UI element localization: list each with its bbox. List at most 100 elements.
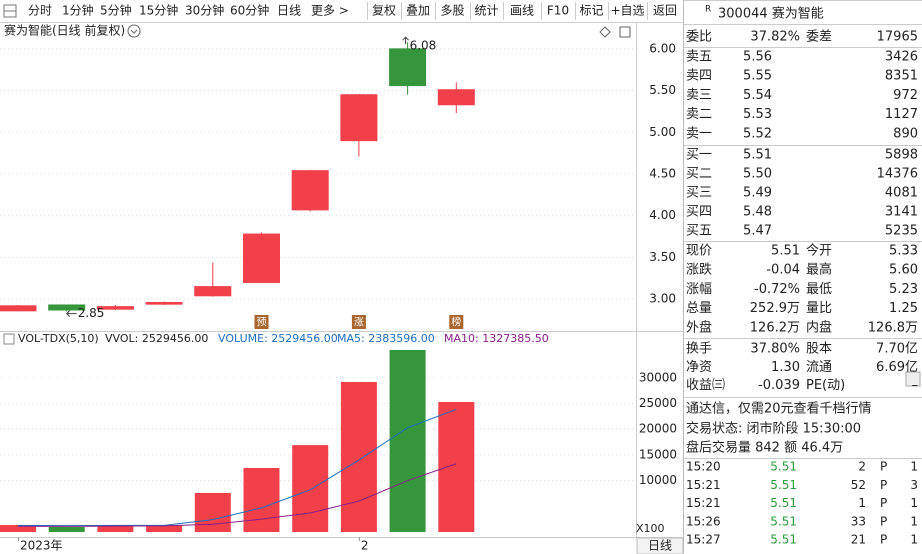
- trade-status: 交易状态: 闭市阶段 15:30:00: [686, 421, 861, 437]
- indicator-icon[interactable]: [3, 333, 15, 345]
- book-price: 5.51: [743, 148, 772, 163]
- quote-value: 5.51: [771, 244, 800, 259]
- title-dropdown[interactable]: [127, 24, 141, 38]
- candle-body: [437, 89, 475, 106]
- quote-label: 内盘: [806, 319, 832, 335]
- candle-body: [194, 286, 232, 297]
- book-price: 5.56: [743, 50, 772, 65]
- period-button[interactable]: 日线: [648, 539, 672, 553]
- ma-line: [17, 408, 457, 527]
- tick-cell: 15:20: [686, 460, 721, 474]
- quote-label: 委比: [686, 30, 712, 45]
- book-price: 5.54: [743, 88, 772, 103]
- period-tab[interactable]: 分时: [28, 4, 52, 18]
- scroll-button[interactable]: [905, 371, 921, 387]
- event-marker[interactable]: 预: [257, 317, 267, 329]
- tick-cell: 15:21: [686, 478, 721, 492]
- quote-label: 外盘: [686, 319, 712, 335]
- y-tick-label: 4.00: [649, 208, 676, 222]
- quote-label: 涨跌: [686, 262, 712, 278]
- tick-cell: 1: [858, 496, 866, 510]
- tick-cell: 1: [910, 533, 918, 547]
- period-button-box[interactable]: [636, 537, 684, 554]
- quote-label: 收益㈢: [686, 378, 725, 393]
- event-marker-box: [449, 315, 464, 329]
- quote-value: -0.039: [758, 378, 800, 393]
- candle-body: [291, 170, 329, 211]
- quote-label: 委差: [806, 30, 832, 45]
- quote-value: 17965: [877, 30, 918, 45]
- candle-body: [48, 304, 86, 311]
- book-price: 5.48: [743, 205, 772, 220]
- toolbar-button[interactable]: 复权: [372, 4, 396, 18]
- book-volume: 3141: [885, 205, 918, 220]
- quote-value: 7.70亿: [876, 342, 918, 357]
- toolbar-button[interactable]: 统计: [474, 4, 498, 18]
- toolbar-button[interactable]: 多股: [440, 4, 464, 18]
- book-label: 卖四: [686, 69, 712, 84]
- volume-bar: [340, 381, 377, 532]
- period-tab[interactable]: 30分钟: [185, 3, 224, 18]
- tick-cell: P: [880, 460, 887, 474]
- event-marker[interactable]: 涨: [354, 317, 364, 329]
- candle-body: [0, 305, 37, 312]
- event-marker-box: [254, 315, 269, 329]
- book-label: 买一: [686, 148, 712, 163]
- quote-value: 37.82%: [750, 30, 800, 45]
- tick-cell: 33: [851, 514, 866, 528]
- book-price: 5.52: [743, 126, 772, 141]
- book-label: 买三: [686, 186, 712, 201]
- period-tab[interactable]: 5分钟: [100, 3, 132, 18]
- tick-cell: 21: [851, 533, 866, 547]
- quote-value: 126.2万: [750, 320, 800, 335]
- tick-cell: 15:21: [686, 496, 721, 510]
- quote-label: 换手: [686, 342, 712, 357]
- tick-cell: P: [880, 478, 887, 492]
- event-marker[interactable]: 榜: [451, 316, 461, 329]
- badge: R: [705, 5, 711, 15]
- promo[interactable]: 通达信，仅需20元查看千档行情: [686, 401, 872, 417]
- volume-bar: [292, 445, 329, 532]
- period-tab[interactable]: 15分钟: [139, 3, 178, 18]
- tick-cell: P: [880, 514, 887, 528]
- toolbar-button[interactable]: 叠加: [406, 4, 430, 18]
- toolbar-button[interactable]: F10: [547, 4, 569, 18]
- quote-label: 涨幅: [686, 282, 712, 297]
- volume-bar: [438, 401, 475, 532]
- quote-label: 最高: [806, 262, 832, 278]
- toolbar-button[interactable]: +自选: [610, 4, 644, 18]
- y-tick-label: 25000: [639, 396, 677, 410]
- x-tick-label: 2: [361, 539, 369, 553]
- quote-label: PE(动): [806, 378, 845, 393]
- quote-label: 量比: [806, 301, 832, 316]
- period-tab[interactable]: 更多 >: [311, 4, 349, 18]
- tick-cell: 1: [910, 460, 918, 474]
- tick-cell: 5.51: [770, 460, 797, 474]
- book-label: 卖三: [686, 88, 712, 103]
- y-tick-label: 6.00: [649, 41, 676, 55]
- y-tick-label: 5.00: [649, 125, 676, 139]
- book-price: 5.53: [743, 107, 772, 122]
- quote-value: 5.60: [889, 263, 918, 278]
- volume-bar: [389, 350, 426, 532]
- book-label: 卖一: [686, 126, 712, 141]
- tick-cell: 1: [910, 496, 918, 510]
- candle-body: [340, 94, 378, 142]
- quote-label: 股本: [806, 342, 832, 357]
- toolbar-button[interactable]: 返回: [653, 4, 677, 18]
- tick-cell: 15:27: [686, 533, 721, 547]
- volume-bar: [243, 467, 280, 532]
- toolbar-button[interactable]: 画线: [510, 4, 534, 18]
- window-icon[interactable]: [619, 26, 631, 38]
- quote-label: 现价: [686, 244, 712, 259]
- book-label: 买五: [686, 224, 712, 239]
- after-hours: 盘后交易量 842 额 46.4万: [686, 440, 843, 456]
- book-label: 买四: [686, 205, 712, 220]
- period-tab[interactable]: 日线: [277, 4, 301, 18]
- tick-cell: P: [880, 496, 887, 510]
- diamond-icon[interactable]: [599, 26, 611, 38]
- period-tab[interactable]: 1分钟: [62, 3, 94, 18]
- toolbar-button[interactable]: 标记: [579, 4, 603, 18]
- period-tab[interactable]: 60分钟: [230, 3, 269, 18]
